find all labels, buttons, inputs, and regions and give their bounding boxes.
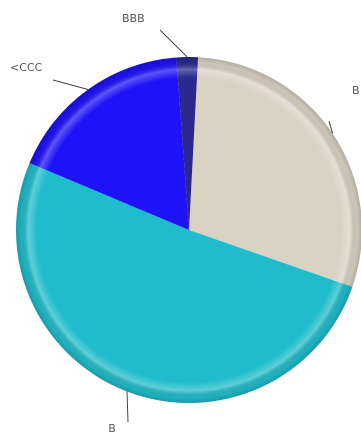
pie-slices bbox=[15, 57, 361, 404]
leader-line-2 bbox=[126, 391, 129, 423]
slice-label-1: B bbox=[352, 84, 360, 97]
slice-label-3: <CCC bbox=[10, 61, 43, 74]
leader-line-1 bbox=[328, 120, 334, 134]
leader-line-3 bbox=[52, 79, 89, 90]
slice-label-2: B bbox=[108, 422, 116, 432]
slice-label-4: BBB bbox=[122, 12, 145, 25]
leader-line-4 bbox=[159, 29, 188, 58]
pie-labels: B B <CCC BBB bbox=[10, 12, 360, 432]
